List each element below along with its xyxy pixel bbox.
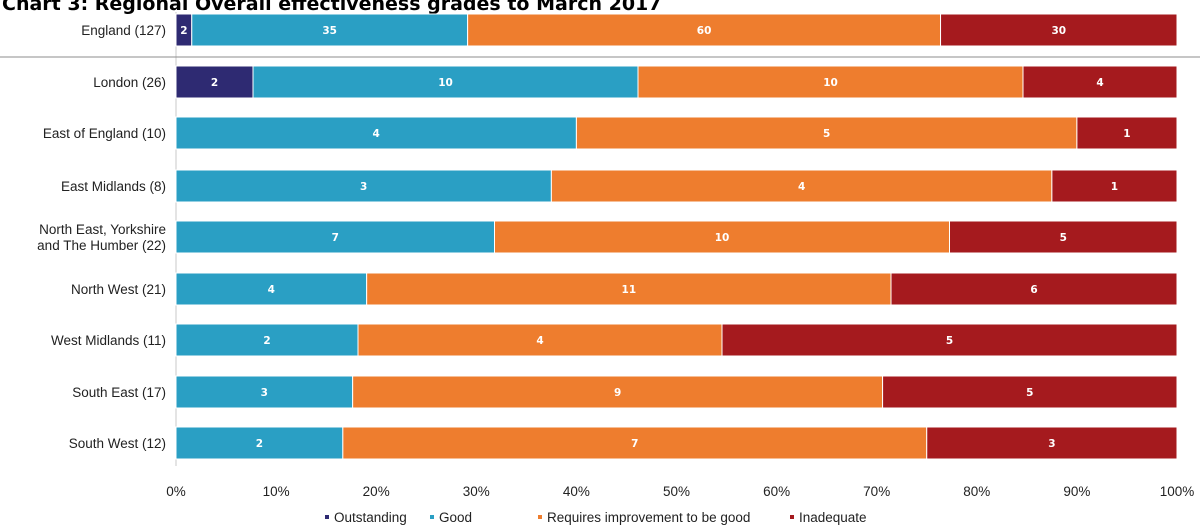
x-tick-label: 0% bbox=[166, 484, 186, 499]
bar-segment-inadequate-north-west-21 bbox=[890, 272, 1178, 306]
category-label-west-midlands-11: West Midlands (11) bbox=[51, 333, 166, 348]
bar-value-label: 2 bbox=[180, 25, 187, 37]
x-tick-label: 40% bbox=[563, 484, 590, 499]
x-tick-label: 90% bbox=[1063, 484, 1090, 499]
category-label-east-of-england-10: East of England (10) bbox=[43, 126, 166, 141]
bar-value-label: 9 bbox=[614, 387, 621, 399]
category-label-london-26: London (26) bbox=[93, 75, 166, 90]
bar-value-label: 3 bbox=[360, 181, 367, 193]
bar-value-label: 1 bbox=[1123, 128, 1130, 140]
legend-marker-requires-improvement-to-be-good bbox=[538, 515, 542, 519]
category-label-line: and The Humber (22) bbox=[37, 238, 166, 253]
category-label-north-east-yorkshire-and-the-humber-22: North East, Yorkshire and The Humber (22) bbox=[37, 222, 166, 253]
x-tick-label: 20% bbox=[363, 484, 390, 499]
bar-segment-good-london-26 bbox=[252, 65, 639, 99]
bar-value-label: 30 bbox=[1051, 25, 1066, 37]
bar-segment-requires-improvement-to-be-good-north-east-yorkshire-and-the-humber-22 bbox=[494, 220, 950, 254]
bar-segment-requires-improvement-to-be-good-england-127 bbox=[467, 13, 942, 47]
category-label-south-west-12: South West (12) bbox=[69, 436, 166, 451]
bar-value-label: 3 bbox=[261, 387, 268, 399]
bar-segment-good-south-west-12 bbox=[175, 426, 344, 460]
bar-segment-inadequate-south-east-17 bbox=[882, 375, 1178, 409]
bar-value-label: 2 bbox=[256, 438, 263, 450]
bar-segment-good-east-midlands-8 bbox=[175, 169, 552, 203]
bar-value-label: 60 bbox=[697, 25, 712, 37]
bar-value-label: 7 bbox=[332, 232, 339, 244]
bar-value-label: 7 bbox=[631, 438, 638, 450]
bar-segment-inadequate-west-midlands-11 bbox=[721, 323, 1178, 357]
bar-value-label: 4 bbox=[1096, 77, 1103, 89]
bar-value-label: 4 bbox=[268, 284, 275, 296]
bar-value-label: 35 bbox=[322, 25, 337, 37]
bar-segment-good-north-east-yorkshire-and-the-humber-22 bbox=[175, 220, 495, 254]
legend-label-requires-improvement-to-be-good: Requires improvement to be good bbox=[547, 510, 750, 525]
bar-segment-requires-improvement-to-be-good-south-west-12 bbox=[342, 426, 928, 460]
x-tick-label: 70% bbox=[863, 484, 890, 499]
legend-label-inadequate: Inadequate bbox=[799, 510, 867, 525]
bar-value-label: 2 bbox=[263, 335, 270, 347]
bar-segment-requires-improvement-to-be-good-north-west-21 bbox=[366, 272, 892, 306]
bar-value-label: 10 bbox=[715, 232, 730, 244]
legend-marker-outstanding bbox=[325, 515, 329, 519]
chart-title: Chart 3: Regional Overall effectiveness … bbox=[2, 0, 662, 15]
bar-value-label: 3 bbox=[1048, 438, 1055, 450]
bar-value-label: 10 bbox=[823, 77, 838, 89]
bar-segment-inadequate-north-east-yorkshire-and-the-humber-22 bbox=[949, 220, 1178, 254]
bar-segment-good-south-east-17 bbox=[175, 375, 354, 409]
bar-segment-requires-improvement-to-be-good-west-midlands-11 bbox=[357, 323, 723, 357]
bar-segment-requires-improvement-to-be-good-east-midlands-8 bbox=[550, 169, 1053, 203]
category-label-line: North East, Yorkshire bbox=[39, 222, 166, 237]
x-tick-label: 80% bbox=[963, 484, 990, 499]
category-label-england-127: England (127) bbox=[81, 23, 166, 38]
bar-value-label: 4 bbox=[536, 335, 543, 347]
bar-value-label: 5 bbox=[1026, 387, 1033, 399]
bar-segment-inadequate-east-midlands-8 bbox=[1051, 169, 1178, 203]
legend-label-outstanding: Outstanding bbox=[334, 510, 407, 525]
x-tick-label: 60% bbox=[763, 484, 790, 499]
bar-segment-good-east-of-england-10 bbox=[175, 116, 577, 150]
category-label-east-midlands-8: East Midlands (8) bbox=[61, 179, 166, 194]
bar-value-label: 5 bbox=[946, 335, 953, 347]
x-tick-label: 30% bbox=[463, 484, 490, 499]
bar-segment-inadequate-east-of-england-10 bbox=[1076, 116, 1178, 150]
legend-marker-good bbox=[430, 515, 434, 519]
bar-value-label: 2 bbox=[211, 77, 218, 89]
x-tick-label: 10% bbox=[263, 484, 290, 499]
category-label-south-east-17: South East (17) bbox=[72, 385, 166, 400]
bar-value-label: 5 bbox=[1060, 232, 1067, 244]
x-tick-label: 50% bbox=[663, 484, 690, 499]
bar-segment-inadequate-london-26 bbox=[1022, 65, 1178, 99]
bar-segment-good-north-west-21 bbox=[175, 272, 368, 306]
x-tick-label: 100% bbox=[1160, 484, 1195, 499]
category-label-north-west-21: North West (21) bbox=[71, 282, 166, 297]
bar-segment-inadequate-south-west-12 bbox=[926, 426, 1178, 460]
bar-segment-requires-improvement-to-be-good-london-26 bbox=[637, 65, 1024, 99]
legend-marker-inadequate bbox=[790, 515, 794, 519]
bar-segment-inadequate-england-127 bbox=[940, 13, 1178, 47]
bar-value-label: 10 bbox=[438, 77, 453, 89]
bar-value-label: 6 bbox=[1030, 284, 1037, 296]
bar-value-label: 5 bbox=[823, 128, 830, 140]
bar-value-label: 4 bbox=[798, 181, 805, 193]
bar-segment-requires-improvement-to-be-good-south-east-17 bbox=[352, 375, 884, 409]
legend-label-good: Good bbox=[439, 510, 472, 525]
bar-segment-good-west-midlands-11 bbox=[175, 323, 359, 357]
bar-value-label: 11 bbox=[622, 284, 637, 296]
bar-value-label: 4 bbox=[373, 128, 380, 140]
bar-value-label: 1 bbox=[1111, 181, 1118, 193]
